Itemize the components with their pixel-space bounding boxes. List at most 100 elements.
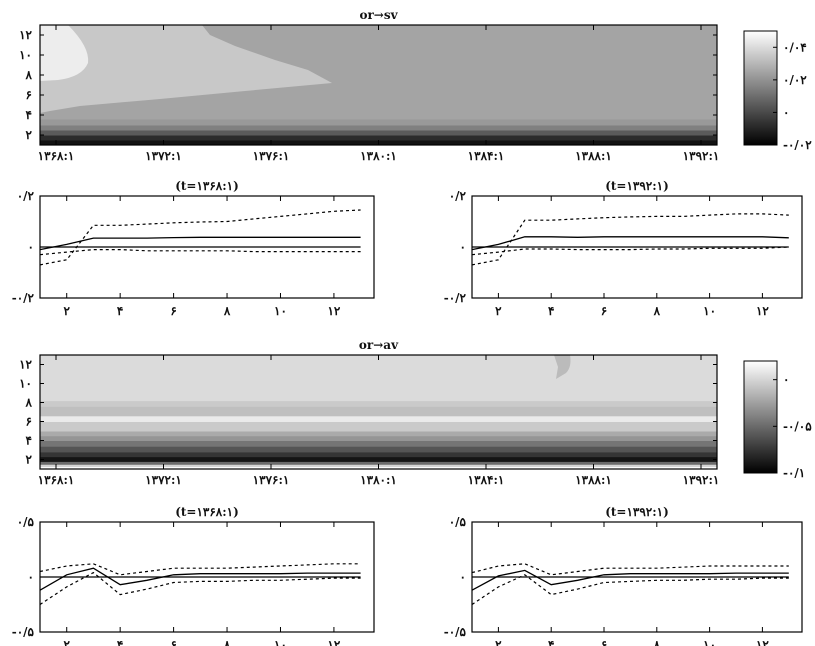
panel-3-level-band-12	[40, 400, 717, 407]
panel-0-x-tick-label-1: ۱۳۷۲:۱	[145, 149, 182, 163]
panel-2-y-tick-label-1: ۰	[460, 240, 466, 254]
panel-2-series-0-line	[471, 236, 789, 251]
panel-4-line-chart: ۲ ۴ ۶ ۸ ۱۰ ۱۲ -۰/۵ ۰ ۰/۵ (t=۱۳۶۸:۱)	[12, 505, 375, 646]
panel-3-colorbar-tick-label-1: -۰/۰۵	[783, 419, 812, 433]
panel-1-x-tick-label-4: ۱۰	[274, 304, 287, 318]
panel-2-x-tick-label-4: ۱۰	[703, 304, 716, 318]
panel-2-x-tick-label-2: ۶	[601, 304, 607, 318]
panel-3-x-tick-label-1: ۱۳۷۲:۱	[145, 473, 182, 487]
panel-0-colorbar-tick-label-1: ۰	[783, 105, 789, 119]
panel-3-level-band-10	[40, 415, 717, 422]
panel-0-level-band-3	[40, 125, 717, 131]
panel-5-x-tick-label-4: ۱۰	[703, 638, 716, 646]
panel-0-y-tick-label-3: ۸	[25, 68, 33, 82]
panel-0-y-tick-label-0: ۲	[26, 128, 33, 142]
panel-2-x-tick-label-1: ۴	[548, 304, 554, 318]
panel-3-x-tick-label-0: ۱۳۶۸:۱	[38, 473, 75, 487]
panel-1-x-tick-label-1: ۴	[117, 304, 123, 318]
panel-3-x-tick-label-3: ۱۳۸۰:۱	[360, 473, 397, 487]
panel-0-contour-region-0	[40, 25, 332, 113]
panel-5-x-tick-label-0: ۲	[495, 638, 502, 646]
panel-2-line-chart: ۲ ۴ ۶ ۸ ۱۰ ۱۲ -۰/۲ ۰ ۰/۲ (t=۱۳۹۲:۱)	[444, 179, 803, 318]
panel-4-x-tick-label-5: ۱۲	[327, 638, 340, 646]
panel-1-x-tick-label-0: ۲	[63, 304, 70, 318]
panel-1-y-tick-label-1: ۰	[28, 240, 34, 254]
panel-2-x-tick-label-3: ۸	[653, 304, 661, 318]
panel-3-contour-region-0	[554, 355, 571, 379]
panel-3-level-band-3	[40, 456, 717, 462]
panel-3-x-tick-label-4: ۱۳۸۴:۱	[468, 473, 505, 487]
panel-4-x-tick-label-0: ۲	[63, 638, 70, 646]
panel-1-line-chart: ۲ ۴ ۶ ۸ ۱۰ ۱۲ -۰/۲ ۰ ۰/۲ (t=۱۳۶۸:۱)	[12, 179, 375, 318]
panel-0-heatmap: ۱۳۶۸:۱ ۱۳۷۲:۱ ۱۳۷۶:۱ ۱۳۸۰:۱ ۱۳۸۴:۱ ۱۳۸۸:۱ ۱۳۹۲…	[19, 8, 812, 163]
panel-0-x-tick-label-5: ۱۳۸۸:۱	[575, 149, 612, 163]
panel-3-title: or→av	[359, 338, 399, 352]
panel-4-title: (t=۱۳۶۸:۱)	[175, 505, 239, 519]
panel-0-colorbar-tick-label-0: -۰/۰۲	[783, 138, 812, 152]
panel-4-x-tick-label-4: ۱۰	[274, 638, 287, 646]
panel-4-y-tick-label-0: -۰/۵	[12, 625, 35, 639]
panel-1-y-tick-label-2: ۰/۲	[17, 189, 35, 203]
panel-0-x-tick-label-0: ۱۳۶۸:۱	[38, 149, 75, 163]
panel-0-y-tick-label-1: ۴	[26, 108, 32, 122]
panel-0-level-band-1	[40, 135, 717, 141]
panel-0-x-tick-label-6: ۱۳۹۲:۱	[683, 149, 720, 163]
panel-5-y-tick-label-0: -۰/۵	[444, 625, 467, 639]
panel-4-series-2-band	[39, 571, 361, 606]
panel-5-x-tick-label-2: ۶	[601, 638, 607, 646]
panel-5-line-chart: ۲ ۴ ۶ ۸ ۱۰ ۱۲ -۰/۵ ۰ ۰/۵ (t=۱۳۹۲:۱)	[444, 505, 803, 646]
panel-3-level-band-7	[40, 435, 717, 441]
panel-5-y-tick-label-1: ۰	[460, 570, 466, 584]
panel-5-y-tick-label-2: ۰/۵	[449, 515, 467, 529]
panel-0-y-tick-label-4: ۱۰	[19, 48, 32, 62]
panel-1-y-tick-label-0: -۰/۲	[12, 291, 35, 305]
panel-5-series-2-band	[471, 574, 789, 605]
panel-0-colorbar	[743, 30, 778, 146]
panel-1-series-0-line	[39, 236, 361, 251]
panel-4-x-tick-label-1: ۴	[117, 638, 123, 646]
panel-4-series-1-band	[39, 563, 361, 576]
panel-3-level-band-2	[40, 461, 717, 465]
panel-2-title: (t=۱۳۹۲:۱)	[605, 179, 669, 193]
panel-5-x-tick-label-3: ۸	[653, 638, 661, 646]
panel-3-colorbar	[743, 360, 778, 474]
panel-4-y-tick-label-1: ۰	[28, 570, 34, 584]
panel-3-y-tick-label-4: ۱۰	[19, 377, 32, 391]
panel-2-x-tick-label-5: ۱۲	[756, 304, 769, 318]
panel-5-x-tick-label-1: ۴	[548, 638, 554, 646]
panel-3-y-tick-label-3: ۸	[25, 396, 33, 410]
panel-1-x-tick-label-2: ۶	[170, 304, 176, 318]
panel-5-title: (t=۱۳۹۲:۱)	[605, 505, 669, 519]
panel-0-y-tick-label-2: ۶	[26, 88, 32, 102]
panel-4-x-tick-label-2: ۶	[170, 638, 176, 646]
panel-5-series-0-line	[471, 569, 789, 591]
panel-3-level-band-4	[40, 451, 717, 458]
panel-3-x-tick-label-5: ۱۳۸۸:۱	[575, 473, 612, 487]
panel-3-y-tick-label-1: ۴	[26, 434, 32, 448]
panel-3-level-band-5	[40, 446, 717, 453]
panel-1-x-tick-label-5: ۱۲	[327, 304, 340, 318]
panel-3-heatmap: ۱۳۶۸:۱ ۱۳۷۲:۱ ۱۳۷۶:۱ ۱۳۸۰:۱ ۱۳۸۴:۱ ۱۳۸۸:۱ ۱۳۹۲…	[19, 338, 812, 487]
panel-3-level-band-11	[40, 406, 717, 417]
panel-1-title: (t=۱۳۶۸:۱)	[175, 179, 239, 193]
panel-0-contour-region-1	[40, 25, 89, 81]
panel-3-colorbar-tick-label-0: -۰/۱	[783, 466, 805, 480]
panel-3-y-tick-label-2: ۶	[26, 415, 32, 429]
panel-3-y-tick-label-5: ۱۲	[19, 358, 32, 372]
panel-3-level-band-8	[40, 431, 717, 437]
panel-2-series-2-band	[471, 246, 789, 256]
panel-0-level-band-4	[40, 119, 717, 126]
panel-0-x-tick-label-4: ۱۳۸۴:۱	[468, 149, 505, 163]
panel-2-x-tick-label-0: ۲	[495, 304, 502, 318]
panel-2-series-1-band	[471, 213, 789, 266]
panel-3-y-tick-label-0: ۲	[26, 453, 33, 467]
panel-1-x-tick-label-3: ۸	[223, 304, 231, 318]
panel-3-x-tick-label-2: ۱۳۷۶:۱	[253, 473, 290, 487]
panel-2-y-tick-label-2: ۰/۲	[449, 189, 467, 203]
panel-2-y-tick-label-0: -۰/۲	[444, 291, 467, 305]
panel-0-level-band-2	[40, 130, 717, 136]
panel-3-colorbar-tick-label-2: ۰	[783, 373, 789, 387]
panel-0-title: or→sv	[359, 8, 398, 22]
panel-3-x-tick-label-6: ۱۳۹۲:۱	[683, 473, 720, 487]
